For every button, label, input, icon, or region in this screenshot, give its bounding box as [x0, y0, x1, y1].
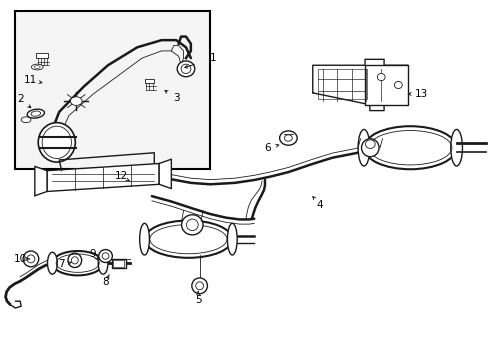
Text: 8: 8	[102, 277, 109, 287]
PathPatch shape	[47, 163, 159, 192]
Text: 7: 7	[58, 259, 65, 269]
Ellipse shape	[450, 130, 462, 166]
Ellipse shape	[365, 140, 374, 148]
Text: 3: 3	[173, 93, 179, 103]
Ellipse shape	[181, 215, 203, 235]
Bar	[317, 69, 366, 99]
Ellipse shape	[191, 278, 207, 294]
Ellipse shape	[42, 126, 71, 158]
Ellipse shape	[394, 81, 402, 89]
Text: 13: 13	[413, 89, 427, 99]
Text: 6: 6	[264, 143, 271, 153]
Ellipse shape	[52, 251, 103, 275]
Ellipse shape	[31, 64, 43, 70]
Ellipse shape	[38, 123, 75, 162]
Ellipse shape	[363, 126, 456, 169]
Text: 12: 12	[115, 171, 128, 181]
Ellipse shape	[284, 135, 292, 141]
Ellipse shape	[140, 223, 149, 255]
Text: 5: 5	[194, 295, 201, 305]
Text: 4: 4	[316, 200, 323, 210]
Bar	[15, 12, 210, 169]
Text: 11: 11	[24, 75, 38, 85]
PathPatch shape	[10, 301, 21, 308]
Ellipse shape	[377, 73, 385, 81]
Ellipse shape	[70, 97, 82, 105]
Text: 10: 10	[14, 254, 27, 264]
Text: 2: 2	[17, 94, 23, 104]
Bar	[365, 65, 407, 105]
Text: 9: 9	[89, 248, 96, 258]
PathPatch shape	[35, 166, 47, 196]
Ellipse shape	[177, 61, 194, 77]
Ellipse shape	[144, 221, 232, 258]
Bar	[112, 258, 125, 268]
Ellipse shape	[361, 139, 378, 157]
Ellipse shape	[34, 66, 40, 68]
PathPatch shape	[312, 59, 407, 111]
Bar	[113, 260, 124, 267]
Ellipse shape	[227, 223, 237, 255]
Bar	[36, 53, 48, 58]
Bar	[144, 78, 154, 83]
Ellipse shape	[98, 252, 108, 274]
Ellipse shape	[279, 131, 297, 145]
Ellipse shape	[21, 117, 31, 123]
PathPatch shape	[159, 159, 171, 189]
Ellipse shape	[357, 130, 369, 166]
Ellipse shape	[27, 109, 44, 118]
Ellipse shape	[68, 253, 81, 267]
Ellipse shape	[181, 64, 190, 73]
Ellipse shape	[47, 252, 57, 274]
Text: 1: 1	[209, 53, 216, 63]
Ellipse shape	[23, 251, 39, 267]
Ellipse shape	[31, 111, 41, 116]
Ellipse shape	[99, 249, 112, 262]
